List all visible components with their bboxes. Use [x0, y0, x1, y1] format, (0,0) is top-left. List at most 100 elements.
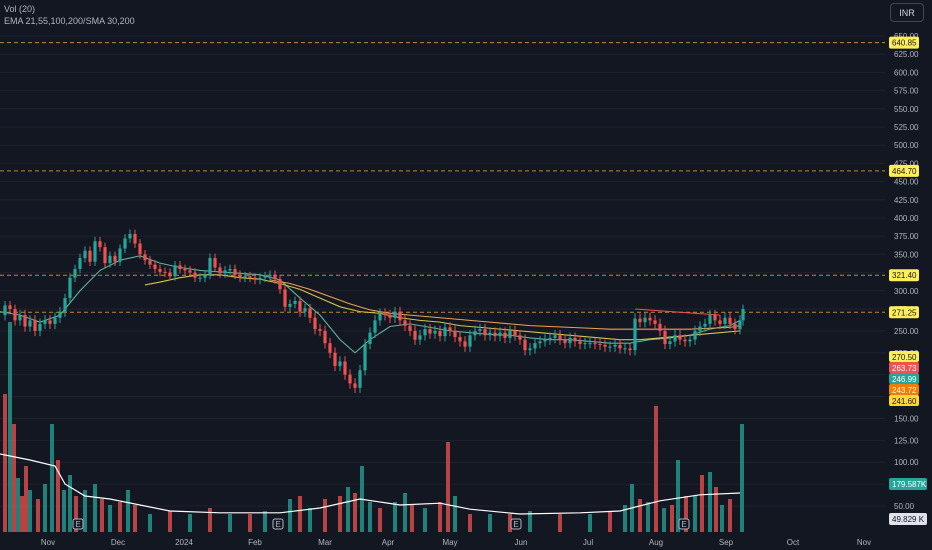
volume-bar: [346, 487, 350, 532]
volume-sma-line: [0, 453, 741, 515]
candle: [728, 317, 732, 324]
price-tag: [889, 362, 919, 373]
candle: [718, 320, 722, 324]
candle: [323, 330, 327, 344]
candle: [723, 317, 727, 324]
candle: [403, 320, 407, 326]
candle: [363, 344, 367, 371]
candle: [358, 370, 362, 388]
volume-bar: [16, 478, 20, 532]
candle: [558, 335, 562, 340]
candle: [168, 272, 172, 277]
level-tag-label: 321.40: [892, 271, 917, 280]
time-tick-label: Feb: [248, 538, 262, 547]
candle: [128, 234, 132, 239]
candle: [33, 320, 37, 331]
volume-bar: [468, 514, 472, 532]
price-tick-label: 625.00: [894, 50, 919, 59]
price-tick-label: 525.00: [894, 123, 919, 132]
candle: [673, 335, 677, 342]
candle: [333, 352, 337, 366]
volume-bar: [676, 460, 680, 532]
candle: [478, 329, 482, 331]
candle: [243, 276, 247, 278]
volume-bar: [446, 442, 450, 532]
volume-bar: [353, 493, 357, 532]
candle: [648, 317, 652, 321]
candle: [53, 317, 57, 324]
price-tag: [889, 351, 919, 362]
volume-legend[interactable]: Vol (20): [4, 4, 36, 14]
volume-bar: [68, 475, 72, 532]
candle: [378, 313, 382, 321]
volume-bar: [646, 502, 650, 532]
candle: [233, 268, 237, 275]
candle: [713, 315, 717, 321]
earnings-marker-box: [272, 518, 284, 530]
candle: [368, 332, 372, 345]
candle: [528, 348, 532, 351]
price-tag: [889, 384, 919, 395]
candle: [153, 264, 157, 269]
candle: [608, 346, 612, 348]
candle: [523, 339, 527, 351]
candle: [113, 255, 117, 262]
candle: [263, 276, 267, 278]
level-tag: [889, 164, 919, 177]
candle: [393, 311, 397, 318]
candle: [303, 308, 307, 312]
candle: [508, 330, 512, 338]
candle: [313, 317, 317, 330]
candle: [28, 320, 32, 327]
price-tag: [889, 395, 919, 406]
candle: [438, 330, 442, 337]
volume-bar: [708, 472, 712, 532]
price-tick-label: 475.00: [894, 159, 919, 168]
candle: [473, 330, 477, 336]
candle: [63, 298, 67, 312]
volume-bar: [528, 511, 532, 532]
volume-bar: [188, 514, 192, 532]
indicator-legend[interactable]: EMA 21,55,100,200/SMA 30,200: [4, 16, 135, 26]
candle: [453, 330, 457, 338]
candle: [738, 320, 742, 330]
time-tick-label: May: [442, 538, 457, 547]
candle: [213, 258, 217, 268]
volume-bar: [43, 484, 47, 532]
candle: [548, 337, 552, 340]
candle: [98, 241, 102, 248]
horizontal-levels: [0, 42, 885, 313]
price-tick-label: 650.00: [894, 32, 919, 41]
candle: [498, 332, 502, 337]
volume-bar: [670, 505, 674, 532]
time-tick-label: Nov: [857, 538, 871, 547]
candle: [308, 308, 312, 318]
candle: [688, 339, 692, 342]
volume-bar: [378, 508, 382, 532]
candle: [458, 337, 462, 342]
trendline: [634, 308, 721, 316]
price-tick-label: 575.00: [894, 87, 919, 96]
time-tick-label: Oct: [787, 538, 800, 547]
volume-bar: [623, 505, 627, 532]
candle: [578, 341, 582, 345]
currency-button[interactable]: INR: [890, 3, 924, 22]
volume-tag-label: 49.829 K: [892, 515, 925, 524]
candle: [488, 332, 492, 336]
candle: [248, 276, 252, 278]
volume-bar: [108, 505, 112, 532]
candle: [173, 265, 177, 277]
candle: [138, 243, 142, 255]
candle: [568, 337, 572, 344]
volume-bar: [56, 460, 60, 532]
candle: [503, 332, 507, 338]
candle: [108, 255, 112, 264]
candle: [123, 238, 127, 249]
level-tag-label: 464.70: [892, 167, 917, 176]
volume-bar: [368, 502, 372, 532]
candle: [253, 277, 257, 280]
candle: [623, 348, 627, 350]
candle: [198, 277, 202, 279]
time-tick-label: Nov: [41, 538, 55, 547]
